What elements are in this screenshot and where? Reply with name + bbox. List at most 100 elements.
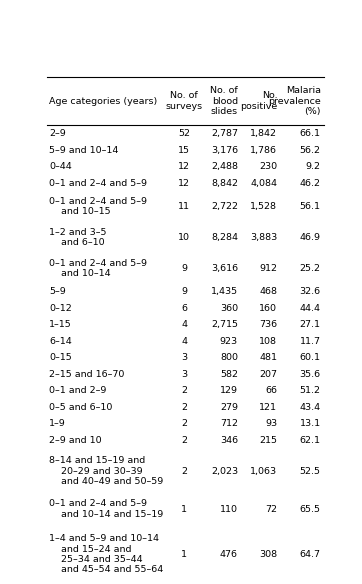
Text: 2,023: 2,023 [211, 467, 238, 476]
Text: 1: 1 [181, 550, 187, 559]
Text: 2: 2 [181, 467, 187, 476]
Text: 9.2: 9.2 [306, 162, 321, 171]
Text: 12: 12 [178, 179, 190, 187]
Text: 6: 6 [181, 304, 187, 313]
Text: 582: 582 [220, 370, 238, 379]
Text: 2–9 and 10: 2–9 and 10 [49, 436, 101, 445]
Text: 66: 66 [265, 387, 277, 395]
Text: 1–9: 1–9 [49, 419, 66, 429]
Text: 4,084: 4,084 [250, 179, 277, 187]
Text: 800: 800 [220, 353, 238, 363]
Text: Age categories (years): Age categories (years) [49, 96, 157, 106]
Text: 3,616: 3,616 [211, 264, 238, 273]
Text: 51.2: 51.2 [300, 387, 321, 395]
Text: 0–12: 0–12 [49, 304, 72, 313]
Text: 72: 72 [265, 505, 277, 514]
Text: 66.1: 66.1 [300, 129, 321, 138]
Text: 2,722: 2,722 [211, 202, 238, 211]
Text: 308: 308 [259, 550, 277, 559]
Text: 0–1 and 2–4 and 5–9
    and 10–14: 0–1 and 2–4 and 5–9 and 10–14 [49, 259, 147, 278]
Text: 1–4 and 5–9 and 10–14
    and 15–24 and
    25–34 and 35–44
    and 45–54 and 55: 1–4 and 5–9 and 10–14 and 15–24 and 25–3… [49, 534, 163, 574]
Text: 60.1: 60.1 [300, 353, 321, 363]
Text: 32.6: 32.6 [300, 287, 321, 297]
Text: 1–15: 1–15 [49, 321, 72, 329]
Text: 1,842: 1,842 [250, 129, 277, 138]
Text: 2,715: 2,715 [211, 321, 238, 329]
Text: 2: 2 [181, 419, 187, 429]
Text: No. of
surveys: No. of surveys [165, 91, 203, 111]
Text: 3: 3 [181, 370, 187, 379]
Text: 0–15: 0–15 [49, 353, 72, 363]
Text: 11: 11 [178, 202, 190, 211]
Text: 62.1: 62.1 [300, 436, 321, 445]
Text: 11.7: 11.7 [300, 337, 321, 346]
Text: 346: 346 [220, 436, 238, 445]
Text: 0–44: 0–44 [49, 162, 72, 171]
Text: 13.1: 13.1 [300, 419, 321, 429]
Text: 360: 360 [220, 304, 238, 313]
Text: 0–1 and 2–9: 0–1 and 2–9 [49, 387, 106, 395]
Text: 65.5: 65.5 [300, 505, 321, 514]
Text: 44.4: 44.4 [300, 304, 321, 313]
Text: 43.4: 43.4 [300, 403, 321, 412]
Text: 1,528: 1,528 [250, 202, 277, 211]
Text: 108: 108 [259, 337, 277, 346]
Text: 923: 923 [220, 337, 238, 346]
Text: 9: 9 [181, 287, 187, 297]
Text: 0–1 and 2–4 and 5–9
    and 10–15: 0–1 and 2–4 and 5–9 and 10–15 [49, 197, 147, 217]
Text: 12: 12 [178, 162, 190, 171]
Text: No.
positive: No. positive [240, 91, 277, 111]
Text: 3: 3 [181, 353, 187, 363]
Text: 215: 215 [259, 436, 277, 445]
Text: 207: 207 [259, 370, 277, 379]
Text: 56.2: 56.2 [300, 145, 321, 155]
Text: No. of
blood
slides: No. of blood slides [210, 86, 238, 116]
Text: 1,063: 1,063 [250, 467, 277, 476]
Text: 3,176: 3,176 [211, 145, 238, 155]
Text: 1: 1 [181, 505, 187, 514]
Text: 35.6: 35.6 [300, 370, 321, 379]
Text: 4: 4 [181, 321, 187, 329]
Text: 2–9: 2–9 [49, 129, 66, 138]
Text: 52.5: 52.5 [300, 467, 321, 476]
Text: 2: 2 [181, 387, 187, 395]
Text: 121: 121 [259, 403, 277, 412]
Text: 8–14 and 15–19 and
    20–29 and 30–39
    and 40–49 and 50–59: 8–14 and 15–19 and 20–29 and 30–39 and 4… [49, 456, 163, 486]
Text: 3,883: 3,883 [250, 233, 277, 242]
Text: 5–9 and 10–14: 5–9 and 10–14 [49, 145, 118, 155]
Text: 8,842: 8,842 [211, 179, 238, 187]
Text: 64.7: 64.7 [300, 550, 321, 559]
Text: 736: 736 [259, 321, 277, 329]
Text: 5–9: 5–9 [49, 287, 66, 297]
Text: 0–1 and 2–4 and 5–9: 0–1 and 2–4 and 5–9 [49, 179, 147, 187]
Text: 129: 129 [220, 387, 238, 395]
Text: 2: 2 [181, 403, 187, 412]
Text: 1,435: 1,435 [211, 287, 238, 297]
Text: 8,284: 8,284 [211, 233, 238, 242]
Text: 279: 279 [220, 403, 238, 412]
Text: 476: 476 [220, 550, 238, 559]
Text: 27.1: 27.1 [300, 321, 321, 329]
Text: 912: 912 [259, 264, 277, 273]
Text: 2–15 and 16–70: 2–15 and 16–70 [49, 370, 124, 379]
Text: 712: 712 [220, 419, 238, 429]
Text: 1–2 and 3–5
    and 6–10: 1–2 and 3–5 and 6–10 [49, 228, 106, 247]
Text: 56.1: 56.1 [300, 202, 321, 211]
Text: 160: 160 [259, 304, 277, 313]
Text: 110: 110 [220, 505, 238, 514]
Text: 230: 230 [259, 162, 277, 171]
Text: 6–14: 6–14 [49, 337, 72, 346]
Text: 25.2: 25.2 [300, 264, 321, 273]
Text: 481: 481 [259, 353, 277, 363]
Text: 9: 9 [181, 264, 187, 273]
Text: 2: 2 [181, 436, 187, 445]
Text: 1,786: 1,786 [250, 145, 277, 155]
Text: 4: 4 [181, 337, 187, 346]
Text: 15: 15 [178, 145, 190, 155]
Text: 0–5 and 6–10: 0–5 and 6–10 [49, 403, 112, 412]
Text: 2,787: 2,787 [211, 129, 238, 138]
Text: 468: 468 [259, 287, 277, 297]
Text: 0–1 and 2–4 and 5–9
    and 10–14 and 15–19: 0–1 and 2–4 and 5–9 and 10–14 and 15–19 [49, 499, 163, 519]
Text: 10: 10 [178, 233, 190, 242]
Text: 46.9: 46.9 [300, 233, 321, 242]
